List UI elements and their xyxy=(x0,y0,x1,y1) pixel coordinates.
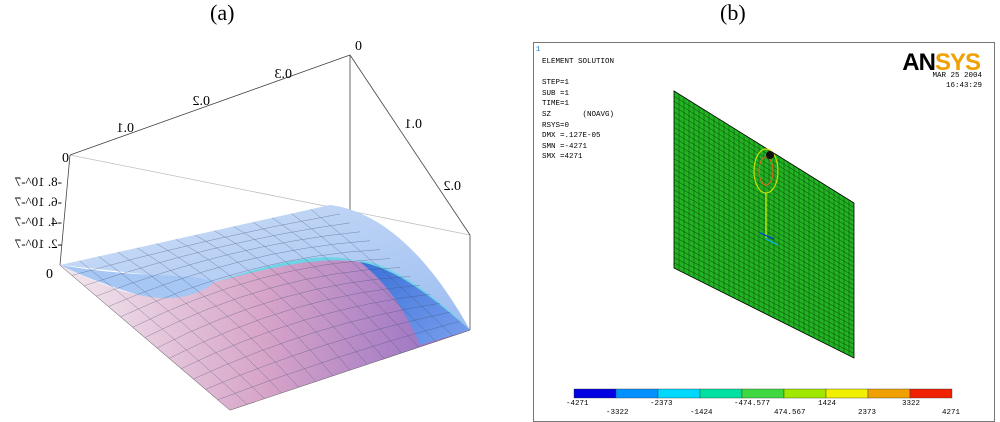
tick-left-zero: 0 xyxy=(46,267,53,282)
tick-z-2: -4. 10^-7 xyxy=(14,214,62,229)
legend-label-top: 1424 xyxy=(818,400,837,408)
legend-label-bottom: -3322 xyxy=(606,409,629,417)
legend-swatch xyxy=(573,388,617,399)
tick-top-1: 0.3 xyxy=(275,67,293,82)
legend-swatch xyxy=(783,388,827,399)
info-line: SMN =-4271 xyxy=(542,142,588,151)
caption-a: (a) xyxy=(210,0,235,25)
legend-label-bottom: 2373 xyxy=(858,409,877,417)
info-line: TIME=1 xyxy=(542,100,570,109)
tick-z-0: -8. 10^-7 xyxy=(14,174,62,189)
tick-top-4: 0 xyxy=(62,151,69,166)
surface-plot: 0 0.3 0.2 0.1 0 0.1 0.2 -8. 10^-7 -6. 10… xyxy=(14,39,471,411)
info-line: DMX =.127E-05 xyxy=(542,132,601,141)
window-number: 1 xyxy=(536,46,541,54)
legend-swatch xyxy=(909,388,953,399)
legend-swatch xyxy=(615,388,659,399)
legend-swatch xyxy=(657,388,701,399)
tick-right-2: 0.2 xyxy=(444,179,462,194)
date-time: MAR 25 2004 16:43:29 xyxy=(932,71,982,91)
info-line: SMX =4271 xyxy=(542,153,583,162)
legend-label-top: -4271 xyxy=(566,400,589,408)
legend-label-top: -2373 xyxy=(650,400,673,408)
info-line: SUB =1 xyxy=(542,89,570,98)
tick-right-1: 0.1 xyxy=(405,117,423,132)
legend-swatch xyxy=(825,388,869,399)
info-line: STEP=1 xyxy=(542,79,570,88)
tick-top-2: 0.2 xyxy=(193,94,211,109)
legend-swatch xyxy=(741,388,785,399)
tick-top-3: 0.1 xyxy=(117,121,135,136)
tick-z-1: -6. 10^-7 xyxy=(14,194,62,209)
solution-info: ELEMENT SOLUTION STEP=1 SUB =1 TIME=1 SZ (N… xyxy=(542,57,614,163)
caption-b: (b) xyxy=(720,0,746,25)
legend-label-bottom: 474.567 xyxy=(774,409,806,417)
legend-label-bottom: 4271 xyxy=(942,409,961,417)
date: MAR 25 2004 xyxy=(932,72,982,80)
info-line: ELEMENT SOLUTION xyxy=(542,58,615,66)
legend-swatch xyxy=(867,388,911,399)
surface-mesh xyxy=(60,205,470,410)
legend-swatch xyxy=(699,388,743,399)
info-line: RSYS=0 xyxy=(542,121,570,130)
contour-legend xyxy=(573,388,953,399)
fe-plate xyxy=(573,90,953,399)
ansys-window: 1 ELEMENT SOLUTION STEP=1 SUB =1 TIME=1 SZ … xyxy=(533,42,995,422)
legend-label-top: 3322 xyxy=(902,400,921,408)
surface-grid xyxy=(72,209,461,405)
time: 16:43:29 xyxy=(945,82,982,90)
ansys-logo: ANSYS xyxy=(902,49,981,76)
crack-region xyxy=(753,148,779,246)
tick-z-3: -2. 10^-7 xyxy=(14,236,62,251)
legend-label-bottom: -1424 xyxy=(690,409,713,417)
info-line: SZ (NOAVG) xyxy=(542,110,615,119)
axis-ticks: 0 0.3 0.2 0.1 0 0.1 0.2 -8. 10^-7 -6. 10… xyxy=(14,39,461,282)
tick-top-0: 0 xyxy=(355,39,362,54)
legend-label-top: -474.577 xyxy=(734,400,771,408)
